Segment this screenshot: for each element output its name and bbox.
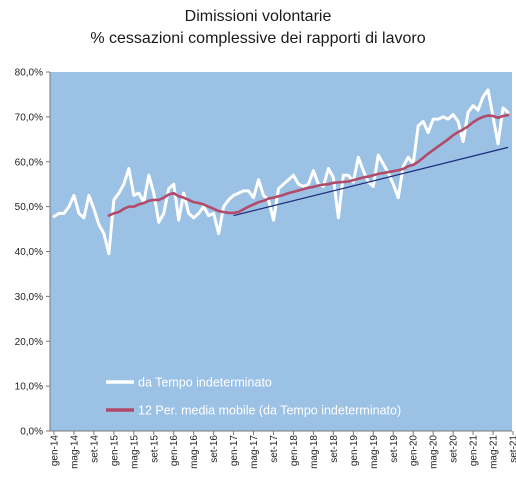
plot-area — [50, 72, 512, 431]
x-tick-label: set-15 — [149, 435, 160, 463]
x-tick-label: set-19 — [389, 435, 400, 463]
y-tick-label: 0,0% — [20, 427, 43, 438]
x-tick-label: set-18 — [329, 435, 340, 463]
trendline — [233, 146, 509, 217]
y-tick-label: 10,0% — [15, 382, 43, 393]
x-tick-label: set-16 — [209, 435, 220, 463]
y-tick-label: 40,0% — [15, 247, 43, 258]
x-tick-label: gen-20 — [409, 435, 420, 467]
chart-title-block: Dimissioni volontarie % cessazioni compl… — [0, 6, 516, 50]
y-tick-label: 70,0% — [15, 112, 43, 123]
x-tick-label: set-17 — [269, 435, 280, 463]
x-tick-label: mag-20 — [429, 435, 440, 469]
x-tick-label: mag-14 — [69, 435, 80, 469]
chart-subtitle: % cessazioni complessive dei rapporti di… — [90, 30, 426, 47]
x-tick-label: gen-19 — [349, 435, 360, 467]
x-tick-label: gen-15 — [109, 435, 120, 467]
x-tick-label: set-20 — [449, 435, 460, 463]
x-tick-label: mag-16 — [189, 435, 200, 469]
x-tick-label: mag-17 — [249, 435, 260, 469]
legend-label: da Tempo indeterminato — [138, 376, 272, 390]
x-tick-label: gen-16 — [169, 435, 180, 467]
y-tick-label: 50,0% — [15, 202, 43, 213]
y-tick-label: 80,0% — [15, 68, 43, 79]
y-tick-label: 20,0% — [15, 337, 43, 348]
x-tick-label: gen-17 — [229, 435, 240, 467]
x-tick-label: set-14 — [89, 435, 100, 463]
legend-label: 12 Per. media mobile (da Tempo indetermi… — [138, 404, 401, 418]
x-tick-label: mag-18 — [309, 435, 320, 469]
chart-title: Dimissioni volontarie — [184, 8, 332, 25]
x-tick-label: gen-18 — [289, 435, 300, 467]
x-tick-label: mag-19 — [369, 435, 380, 469]
y-tick-label: 60,0% — [15, 157, 43, 168]
series-line-da-tempo-indeterminato — [52, 88, 510, 256]
x-tick-label: set-21 — [508, 435, 516, 463]
series-line-media-mobile — [107, 113, 510, 217]
x-tick-label: mag-15 — [129, 435, 140, 469]
x-tick-label: mag-21 — [489, 435, 500, 469]
y-tick-label: 30,0% — [15, 292, 43, 303]
x-tick-label: gen-21 — [469, 435, 480, 467]
x-tick-label: gen-14 — [50, 435, 61, 467]
